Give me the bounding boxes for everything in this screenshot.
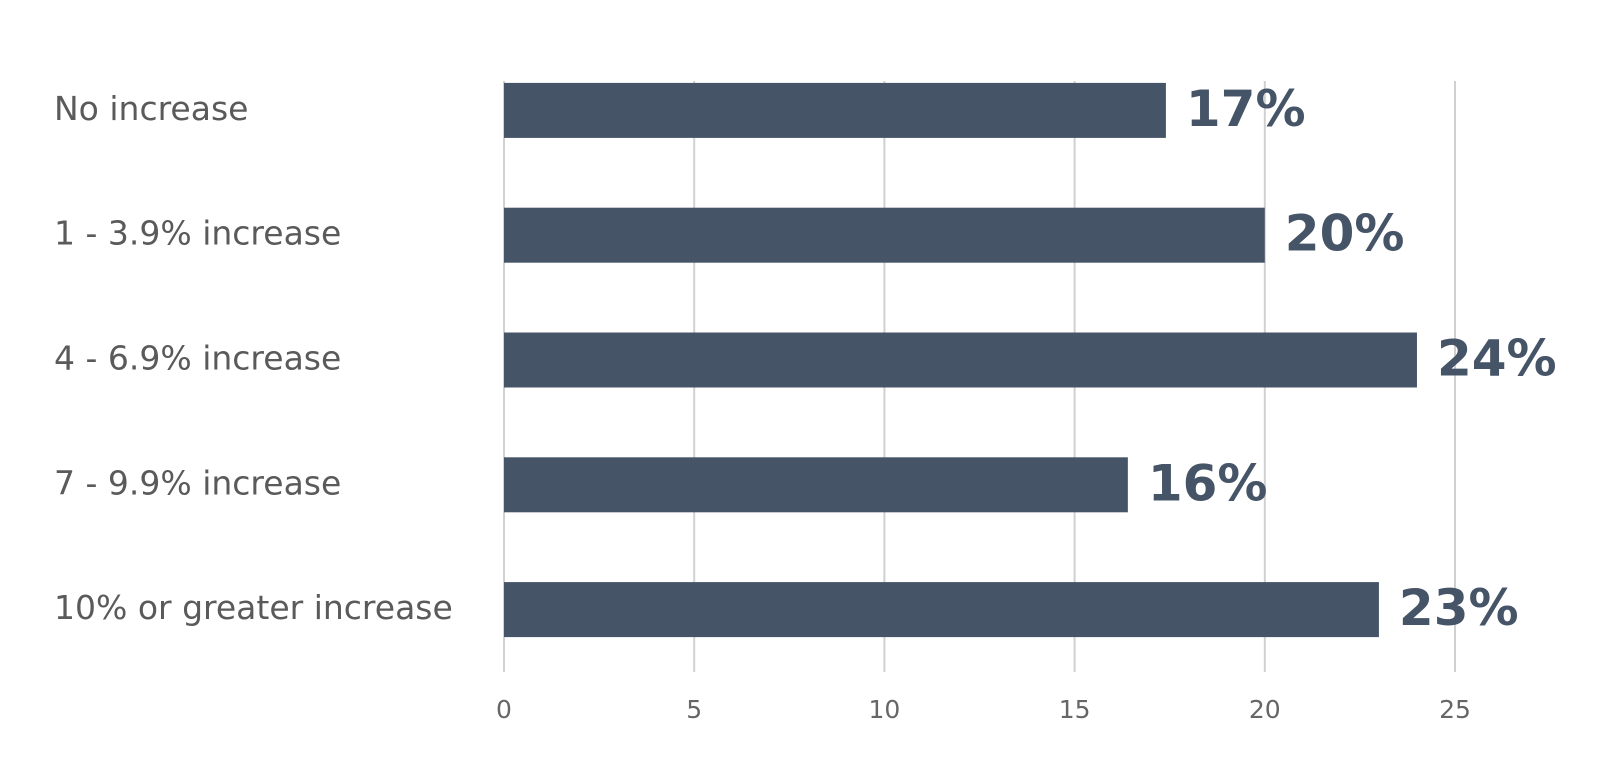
value-label: 24% [1437, 330, 1557, 388]
bar [504, 332, 1417, 388]
x-tick-label: 25 [1439, 695, 1471, 724]
bar [504, 457, 1128, 513]
y-tick-label: 10% or greater increase [54, 588, 453, 627]
bar [504, 82, 1166, 138]
y-tick-label: 7 - 9.9% increase [54, 463, 341, 502]
value-label: 17% [1186, 80, 1306, 138]
bar [504, 207, 1265, 263]
y-tick-label: 1 - 3.9% increase [54, 214, 341, 253]
y-tick-label: No increase [54, 89, 248, 128]
x-tick-label: 0 [496, 695, 512, 724]
y-tick-label: 4 - 6.9% increase [54, 339, 341, 378]
bar [504, 582, 1379, 638]
value-label: 16% [1148, 454, 1268, 512]
value-label: 20% [1285, 205, 1405, 263]
x-tick-label: 15 [1059, 695, 1091, 724]
x-tick-label: 5 [686, 695, 702, 724]
x-tick-label: 20 [1249, 695, 1281, 724]
x-tick-label: 10 [868, 695, 900, 724]
value-label: 23% [1399, 579, 1519, 637]
